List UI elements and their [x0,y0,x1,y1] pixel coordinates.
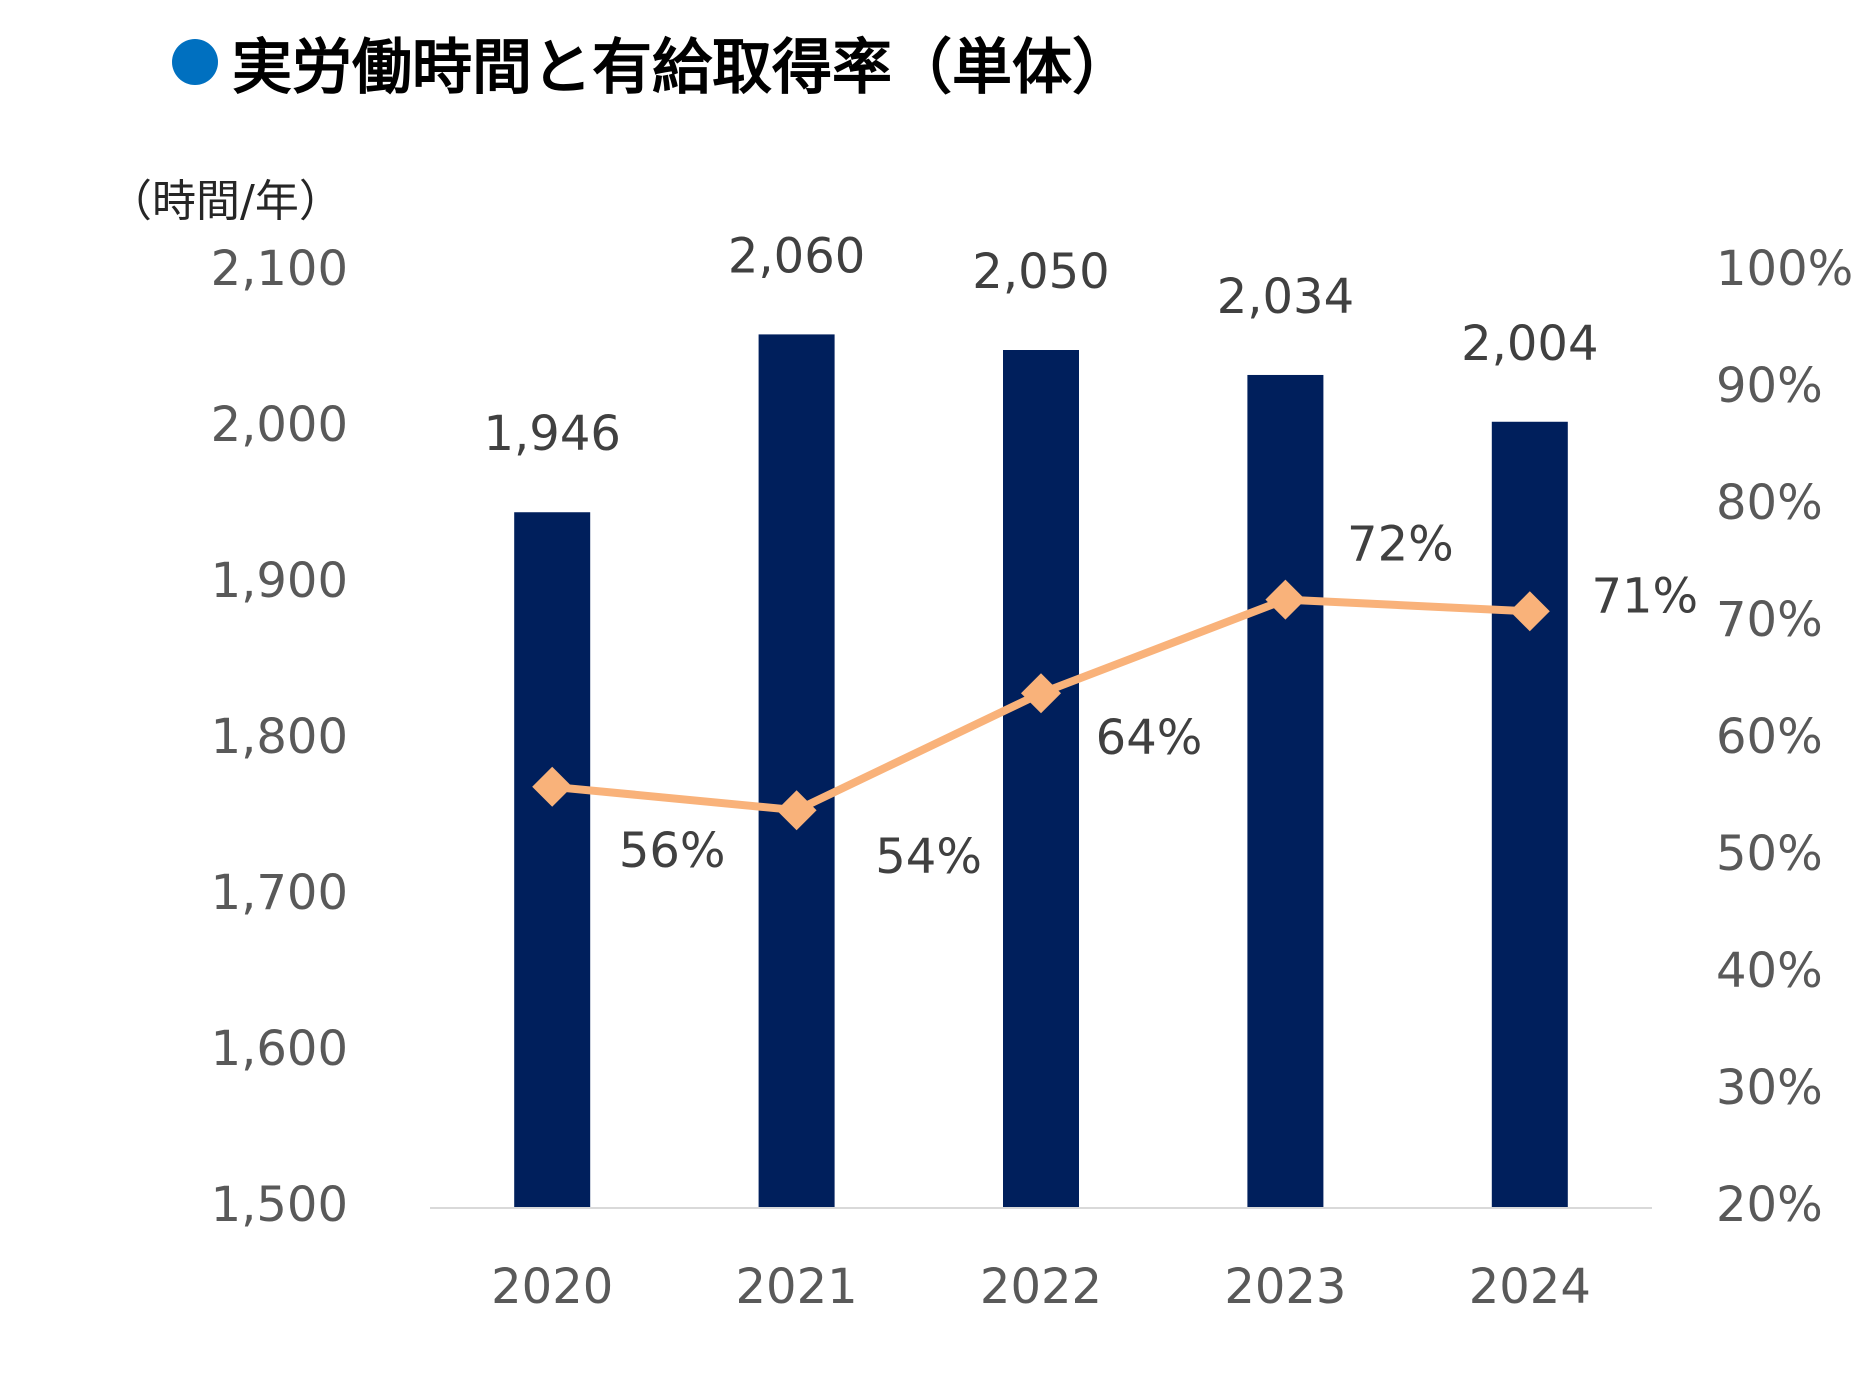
bar [1491,421,1568,1208]
y-left-tick-label: 1,700 [211,865,348,921]
x-tick-label: 2020 [491,1259,613,1315]
y-left-tick-label: 1,500 [211,1177,348,1233]
y-left-tick-label: 1,900 [211,553,348,609]
x-tick-label: 2023 [1224,1259,1346,1315]
y-right-tick-label: 50% [1716,826,1823,882]
bar-data-label: 2,004 [1461,316,1598,372]
title-bullet-icon [172,39,218,85]
y-axis-unit-label: （時間/年） [108,176,343,227]
line-data-label: 72% [1347,517,1454,573]
x-tick-label: 2024 [1469,1259,1591,1315]
bar [1003,350,1079,1208]
line-data-label: 56% [619,823,726,879]
y-right-tick-label: 40% [1716,943,1823,999]
bar [758,334,835,1208]
y-right-tick-label: 30% [1716,1060,1823,1116]
y-left-tick-label: 1,800 [211,709,348,765]
y-left-tick-label: 1,600 [211,1021,348,1077]
y-right-tick-label: 90% [1716,358,1823,414]
y-left-tick-label: 2,100 [211,241,348,297]
bar-data-label: 2,050 [972,244,1109,300]
bar [514,512,591,1208]
x-tick-label: 2022 [980,1259,1102,1315]
y-right-tick-label: 80% [1716,475,1823,531]
line-marker-diamond [1021,673,1061,714]
y-right-tick-label: 70% [1716,592,1823,648]
y-left-tick-label: 2,000 [211,397,348,453]
line-marker-diamond [1509,591,1550,632]
y-right-tick-label: 20% [1716,1177,1823,1233]
line-marker-diamond [1265,579,1306,620]
y-right-tick-label: 60% [1716,709,1823,765]
line-data-label: 54% [875,829,982,885]
bar [1247,374,1324,1209]
line-marker-diamond [532,766,573,807]
bar-data-label: 2,034 [1217,269,1354,325]
line-marker-diamond [776,790,817,831]
bar-data-label: 1,946 [483,406,620,462]
bar-data-label: 2,060 [728,228,865,284]
x-tick-label: 2021 [736,1259,858,1315]
chart-title-text: 実労働時間と有給取得率（単体） [232,32,1132,103]
y-right-tick-label: 100% [1716,241,1853,297]
line-data-label: 64% [1096,710,1203,766]
line-data-label: 71% [1591,568,1698,624]
chart-title: 実労働時間と有給取得率（単体） [172,22,1132,103]
